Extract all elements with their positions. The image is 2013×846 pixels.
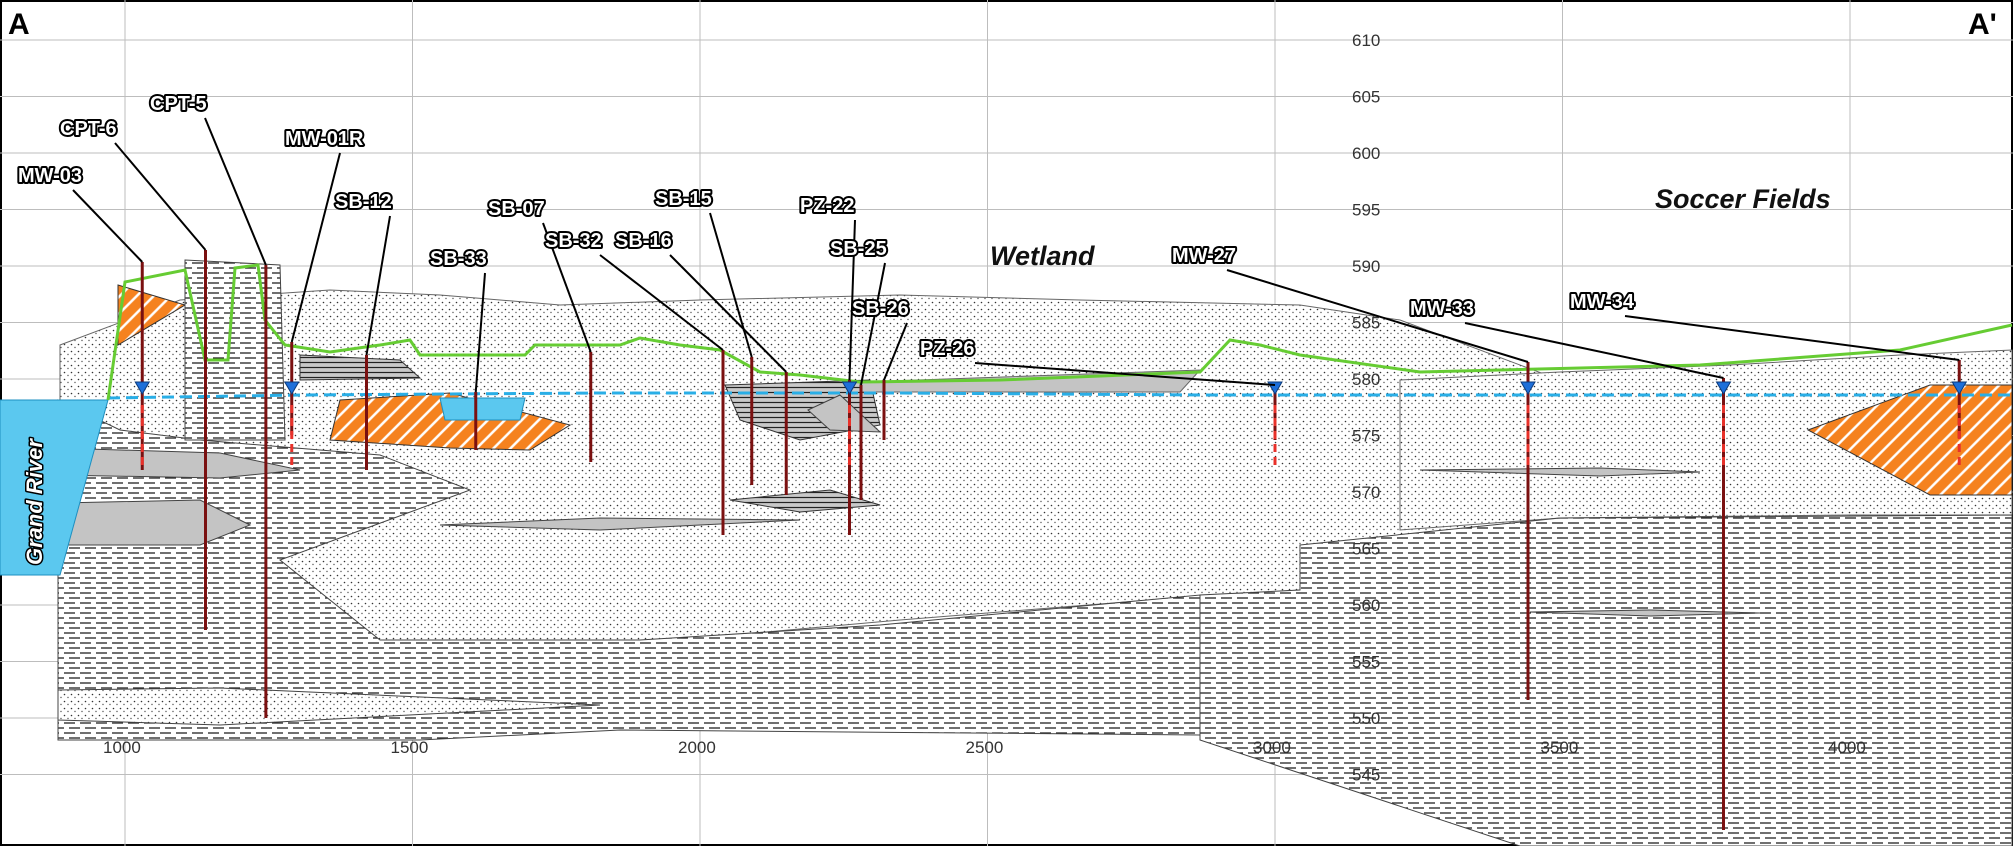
well-label: SB-16 bbox=[615, 230, 672, 252]
water-level-marker-icon bbox=[1951, 381, 1968, 395]
well-leader-line bbox=[1624, 315, 1960, 361]
well-leader-line bbox=[204, 117, 267, 266]
well-sb-33[interactable]: SB-33 bbox=[428, 246, 489, 450]
well-mw-03[interactable]: MW-03 bbox=[16, 163, 151, 470]
well-label: PZ-26 bbox=[920, 338, 974, 360]
well-leader-line bbox=[114, 142, 207, 251]
well-pz-26[interactable]: PZ-26 bbox=[918, 336, 1283, 470]
water-level-marker-icon bbox=[1520, 381, 1536, 395]
elevation-tick-label: 560 bbox=[1352, 596, 1380, 615]
elevation-tick-label: 565 bbox=[1352, 540, 1380, 559]
well-label: MW-27 bbox=[1172, 245, 1236, 267]
elevation-tick-label: 545 bbox=[1352, 766, 1380, 785]
well-leader-line bbox=[290, 152, 341, 343]
water-level-marker-icon bbox=[841, 381, 858, 395]
elevation-tick-label: 585 bbox=[1352, 314, 1380, 333]
well-label: SB-26 bbox=[852, 298, 909, 320]
water-level-marker-icon bbox=[283, 381, 300, 395]
distance-tick-label: 2500 bbox=[966, 738, 1004, 757]
well-leader-line bbox=[669, 254, 787, 373]
water-table-line bbox=[107, 391, 2012, 400]
well-cpt-6[interactable]: CPT-6 bbox=[58, 116, 207, 630]
well-leader-line bbox=[883, 322, 908, 381]
well-leader-line bbox=[365, 215, 391, 356]
well-label: SB-07 bbox=[488, 198, 545, 220]
well-leader-line bbox=[1226, 269, 1529, 363]
elevation-tick-label: 575 bbox=[1352, 427, 1380, 446]
elevation-tick-label: 610 bbox=[1352, 31, 1380, 50]
well-leader-line bbox=[474, 272, 486, 393]
well-label: CPT-5 bbox=[150, 93, 207, 115]
elevation-tick-label: 605 bbox=[1352, 88, 1380, 107]
well-leader-line bbox=[72, 189, 143, 263]
well-label: MW-33 bbox=[1410, 298, 1474, 320]
distance-tick-label: 1500 bbox=[391, 738, 429, 757]
well-label: SB-25 bbox=[830, 238, 887, 260]
well-sb-32[interactable]: SB-32 bbox=[543, 228, 725, 535]
well-sb-07[interactable]: SB-07 bbox=[486, 196, 593, 462]
distance-tick-label: 1000 bbox=[103, 738, 141, 757]
well-label: SB-32 bbox=[545, 230, 602, 252]
soccer-fields-label: Soccer Fields bbox=[1655, 184, 1831, 214]
ground-surface-line bbox=[106, 263, 2013, 401]
well-leader-line bbox=[1464, 322, 1724, 379]
water-level-marker-icon bbox=[1715, 381, 1732, 395]
well-label: PZ-22 bbox=[800, 195, 854, 217]
well-markers: MW-03 CPT-6 CPT-5 MW-01R SB-12 SB-33 SB-07SB-3… bbox=[16, 91, 1968, 830]
well-label: SB-12 bbox=[335, 191, 392, 213]
well-leader-line bbox=[848, 219, 856, 381]
well-sb-25[interactable]: SB-25 bbox=[828, 236, 889, 500]
well-sb-15[interactable]: SB-15 bbox=[653, 186, 754, 485]
well-leader-line bbox=[974, 362, 1276, 386]
well-label: CPT-6 bbox=[60, 118, 117, 140]
well-mw-01r[interactable]: MW-01R bbox=[283, 126, 366, 470]
well-label: MW-01R bbox=[285, 128, 364, 150]
well-mw-27[interactable]: MW-27 bbox=[1170, 243, 1536, 700]
well-label: SB-15 bbox=[655, 188, 712, 210]
well-label: MW-03 bbox=[18, 165, 82, 187]
well-sb-12[interactable]: SB-12 bbox=[333, 189, 394, 470]
well-label: MW-34 bbox=[1570, 291, 1635, 313]
well-sb-16[interactable]: SB-16 bbox=[613, 228, 788, 495]
elevation-tick-label: 555 bbox=[1352, 653, 1380, 672]
well-mw-33[interactable]: MW-33 bbox=[1408, 296, 1732, 830]
well-label: SB-33 bbox=[430, 248, 487, 270]
elevation-tick-label: 590 bbox=[1352, 257, 1380, 276]
distance-tick-label: 3500 bbox=[1541, 738, 1579, 757]
well-leader-line bbox=[542, 222, 592, 353]
section-end-label: A' bbox=[1968, 8, 1997, 41]
well-leader-line bbox=[709, 212, 753, 358]
wetland-label: Wetland bbox=[990, 241, 1095, 271]
elevation-tick-label: 595 bbox=[1352, 201, 1380, 220]
well-cpt-5[interactable]: CPT-5 bbox=[148, 91, 268, 718]
distance-tick-label: 2000 bbox=[678, 738, 716, 757]
distance-tick-label: 4000 bbox=[1828, 738, 1866, 757]
section-start-label: A bbox=[8, 8, 30, 41]
well-pz-22[interactable]: PZ-22 bbox=[798, 193, 858, 535]
elevation-tick-label: 570 bbox=[1352, 483, 1380, 502]
water-level-marker-icon bbox=[134, 381, 151, 395]
well-leader-line bbox=[599, 254, 724, 351]
elevation-tick-label: 600 bbox=[1352, 144, 1380, 163]
well-leader-line bbox=[860, 262, 886, 386]
elevation-tick-label: 580 bbox=[1352, 370, 1380, 389]
well-mw-34[interactable]: MW-34 bbox=[1568, 289, 1968, 470]
distance-tick-label: 3000 bbox=[1253, 738, 1291, 757]
well-sb-26[interactable]: SB-26 bbox=[850, 296, 911, 440]
elevation-tick-label: 550 bbox=[1352, 709, 1380, 728]
river-label: Grand River bbox=[22, 438, 47, 565]
axis-tick-labels: 1000 1500 2000 2500 3000 3500 4000 610 605 600 595… bbox=[103, 31, 1866, 785]
